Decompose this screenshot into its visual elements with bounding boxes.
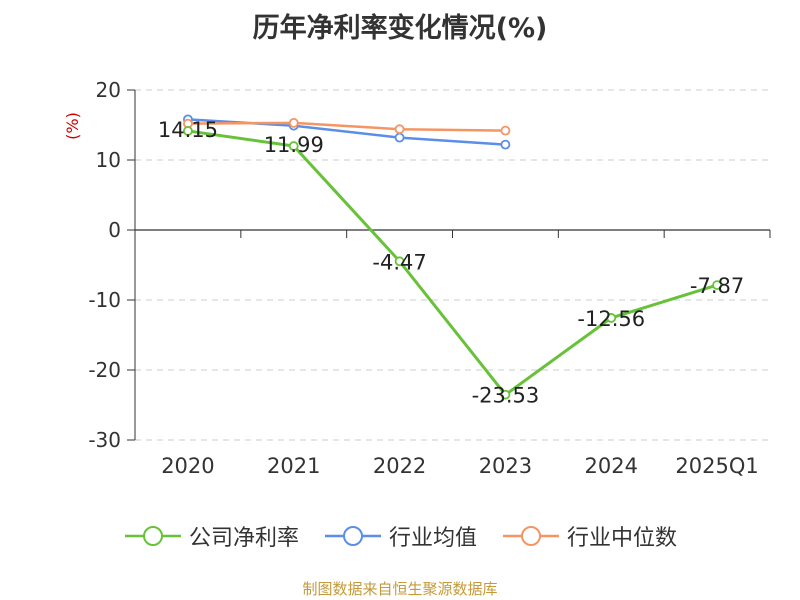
data-label: -23.53 — [472, 384, 540, 408]
x-tick-label: 2023 — [479, 454, 532, 478]
y-tick-label: -20 — [88, 358, 121, 382]
x-tick-label: 2020 — [161, 454, 214, 478]
data-label: -7.87 — [690, 274, 744, 298]
y-axis-label: (%) — [63, 112, 82, 140]
legend-item[interactable]: 公司净利率 — [123, 520, 299, 552]
y-tick-label: 10 — [96, 148, 121, 172]
legend-label: 公司净利率 — [188, 526, 299, 551]
data-label: -4.47 — [372, 250, 426, 274]
legend: 公司净利率 行业均值 行业中位数 — [0, 520, 800, 552]
data-point — [394, 132, 405, 143]
data-point — [394, 124, 405, 135]
series-line — [187, 121, 506, 132]
x-tick-label: 2025Q1 — [675, 454, 758, 478]
x-tick-label: 2021 — [267, 454, 320, 478]
y-tick-label: -30 — [88, 428, 121, 452]
data-point — [500, 389, 511, 400]
x-tick-label: 2024 — [585, 454, 638, 478]
x-tick-label: 2022 — [373, 454, 426, 478]
data-point — [500, 125, 511, 136]
legend-label: 行业中位数 — [567, 526, 678, 551]
y-tick-label: -10 — [88, 288, 121, 312]
legend-item[interactable]: 行业均值 — [323, 520, 477, 552]
y-tick-label: 20 — [96, 78, 121, 102]
data-point — [394, 256, 405, 267]
data-labels: 14.15 11.99 -4.47 -23.53 -12.56 -7.87 — [158, 118, 744, 408]
legend-swatch — [324, 526, 381, 546]
data-point — [712, 280, 722, 290]
data-point — [288, 118, 299, 128]
data-point — [288, 141, 299, 151]
grid-lines — [135, 89, 770, 441]
series-line — [187, 129, 718, 397]
legend-swatch — [503, 526, 559, 546]
source-note: 制图数据来自恒生聚源数据库 — [302, 580, 498, 598]
legend-item[interactable]: 行业中位数 — [501, 520, 677, 552]
data-point — [183, 126, 193, 136]
data-point — [500, 139, 511, 150]
series-lines — [183, 114, 722, 400]
data-label: 14.15 — [158, 118, 218, 142]
data-label: -12.56 — [577, 307, 645, 331]
axes: 20 10 0 -10 -20 -30 (%) 2020 2021 2022 2023 2024 202… — [63, 78, 771, 478]
data-label: 11.99 — [264, 133, 324, 157]
legend-swatch — [124, 526, 181, 546]
data-point — [606, 313, 617, 323]
legend-label: 行业均值 — [388, 526, 477, 551]
chart-title: 历年净利率变化情况(%) — [252, 13, 548, 44]
y-tick-label: 0 — [108, 218, 121, 242]
